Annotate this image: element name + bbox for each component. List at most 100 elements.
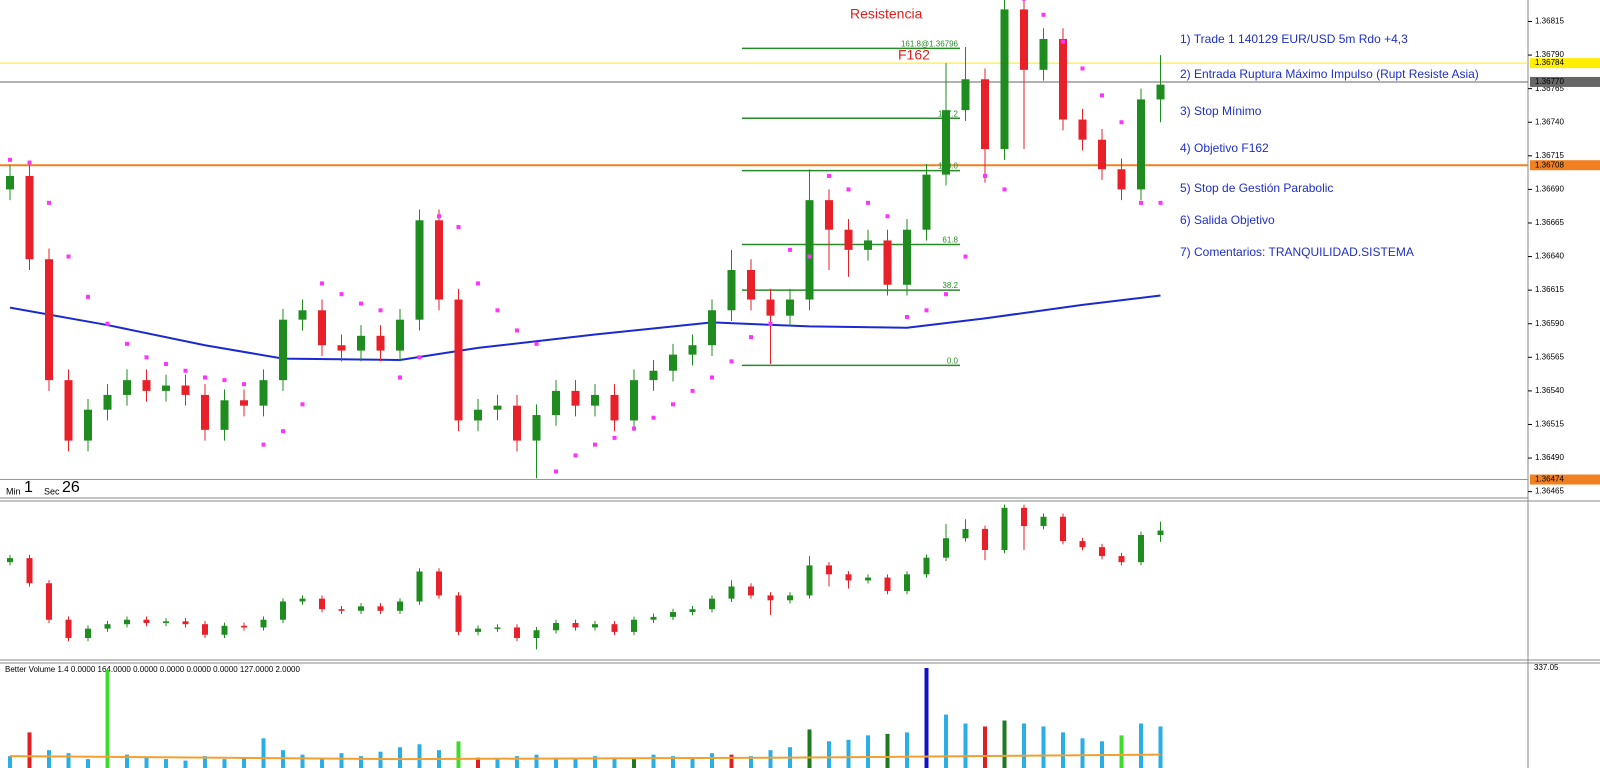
psar-dot	[398, 375, 402, 380]
volume-bar	[203, 756, 207, 768]
psar-dot	[144, 355, 149, 360]
mini-candle-body	[806, 565, 813, 596]
y-tick-label: 1.36765	[1535, 84, 1564, 93]
psar-dot	[66, 254, 71, 259]
psar-dot	[300, 402, 305, 407]
psar-dot	[690, 388, 695, 393]
volume-bar	[515, 756, 519, 768]
volume-bar	[320, 759, 324, 768]
psar-dot	[1139, 200, 1143, 205]
psar-dot	[846, 187, 851, 192]
y-tick-label: 1.36790	[1535, 50, 1564, 59]
psar-dot	[222, 378, 227, 383]
volume-bar	[905, 732, 909, 768]
psar-dot	[554, 469, 558, 474]
psar-dot	[437, 214, 441, 219]
resistance-label: Resistencia	[850, 6, 923, 22]
candle-body	[513, 405, 521, 441]
mini-candle-body	[124, 619, 130, 625]
note: 6) Salida Objetivo	[1180, 213, 1275, 227]
mini-candle-body	[280, 601, 286, 620]
candle-body	[1137, 99, 1145, 190]
volume-bar	[105, 670, 110, 768]
timer-value: 1	[24, 479, 33, 496]
candle-body	[181, 385, 190, 395]
candle-body	[766, 299, 775, 316]
volume-bar	[1002, 720, 1007, 768]
mini-candle-body	[143, 619, 150, 623]
volume-bar	[534, 754, 539, 768]
mini-candle-body	[163, 621, 169, 623]
volume-bar	[27, 732, 32, 768]
candle-body	[6, 175, 14, 190]
candle-body	[64, 380, 73, 441]
psar-dot	[242, 382, 246, 387]
candle-body	[922, 174, 931, 230]
moving-average	[9, 294, 1161, 361]
psar-dot	[456, 225, 461, 230]
volume-bar	[261, 738, 266, 768]
candle-body	[805, 200, 814, 300]
psar-dot	[495, 308, 500, 313]
psar-dot	[515, 328, 519, 333]
candle-body	[298, 310, 307, 320]
mini-candle-body	[1099, 547, 1105, 557]
candle-body	[84, 409, 92, 441]
candle-body	[630, 380, 638, 421]
volume-average	[9, 753, 1161, 761]
candle-body	[45, 259, 53, 381]
psar-dot	[378, 308, 383, 313]
mini-candle-body	[923, 557, 930, 575]
candle-body	[493, 405, 502, 410]
volume-bar	[1022, 723, 1026, 768]
volume-bar	[242, 757, 246, 768]
volume-bar	[983, 726, 987, 768]
volume-bar	[554, 757, 558, 768]
fib-label: 161.8@1.36796	[901, 39, 959, 48]
target-label: F162	[898, 47, 930, 63]
note: 5) Stop de Gestión Parabolic	[1180, 181, 1333, 195]
candle-body	[942, 110, 950, 175]
mini-candle-body	[104, 624, 111, 629]
psar-dot	[534, 341, 539, 346]
volume-bar	[476, 757, 480, 768]
candle-body	[357, 335, 365, 351]
candle-body	[259, 380, 268, 406]
psar-dot	[788, 247, 792, 252]
candle-body	[786, 299, 794, 316]
psar-dot	[827, 173, 831, 178]
candle-body	[376, 335, 385, 351]
y-tick-label: 1.36690	[1535, 185, 1564, 194]
price-marker	[1530, 160, 1600, 171]
note: 1) Trade 1 140129 EUR/USD 5m Rdo +4,3	[1180, 32, 1408, 46]
mini-candle-body	[845, 574, 852, 581]
y-tick-label: 1.36465	[1535, 487, 1564, 496]
timer-value: 26	[62, 479, 80, 496]
y-tick-label: 1.36590	[1535, 319, 1564, 328]
mini-candle-body	[202, 624, 208, 635]
candle-body	[1000, 9, 1009, 150]
mini-candle-body	[865, 577, 871, 581]
mini-candle-body	[1021, 507, 1027, 527]
candle-body	[1098, 139, 1106, 170]
mini-candle-body	[689, 609, 696, 613]
volume-bar	[866, 735, 870, 768]
psar-dot	[710, 375, 714, 380]
psar-dot	[866, 200, 870, 205]
psar-dot	[1080, 66, 1085, 71]
volume-title: Better Volume 1.4 0.0000 164.0000 0.0000…	[5, 665, 300, 674]
price-marker-label: 1.36474	[1535, 475, 1564, 484]
mini-candle-body	[338, 609, 345, 611]
mini-candle-body	[455, 595, 462, 632]
psar-dot	[203, 375, 207, 380]
psar-dot	[1100, 93, 1104, 98]
mini-candle-body	[260, 619, 267, 628]
volume-scale-label: 337.05	[1534, 663, 1559, 672]
psar-dot	[593, 442, 597, 447]
psar-dot	[573, 453, 578, 458]
candle-body	[864, 240, 872, 250]
volume-bar	[398, 747, 402, 768]
mini-candle-body	[182, 621, 189, 625]
